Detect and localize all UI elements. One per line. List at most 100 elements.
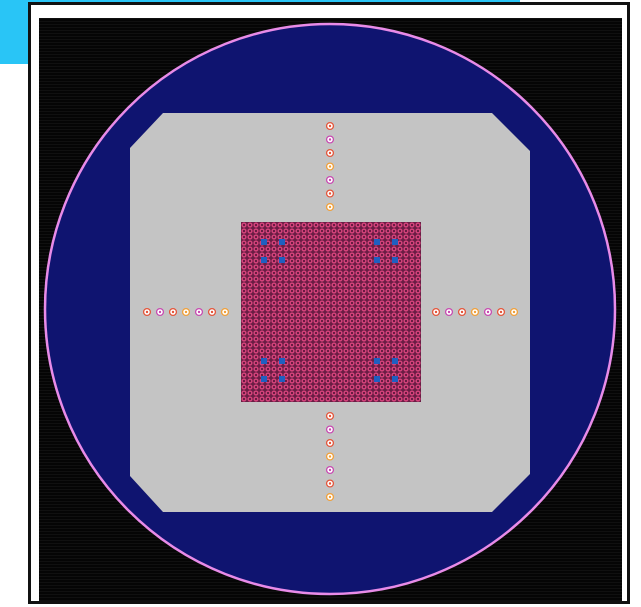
bump-core xyxy=(249,326,251,328)
corner-pad xyxy=(392,376,398,382)
bump-core xyxy=(411,230,413,232)
bump-core xyxy=(327,248,329,250)
bump-core xyxy=(345,224,347,226)
bump-core xyxy=(309,230,311,232)
bump-core xyxy=(387,260,389,262)
corner-pad xyxy=(279,239,285,245)
bump-core xyxy=(297,254,299,256)
bump-core xyxy=(345,296,347,298)
bump-core xyxy=(351,290,353,292)
bump-core xyxy=(417,320,419,322)
bump-core xyxy=(399,254,401,256)
bump-core xyxy=(339,362,341,364)
bump-core xyxy=(363,338,365,340)
bump-core xyxy=(279,332,281,334)
bump-core xyxy=(291,386,293,388)
bump-core xyxy=(303,356,305,358)
bump-core xyxy=(339,296,341,298)
bump-core xyxy=(405,332,407,334)
bump-core xyxy=(393,350,395,352)
bump-core xyxy=(291,344,293,346)
bump-core xyxy=(285,344,287,346)
bump-core xyxy=(321,320,323,322)
bump-core xyxy=(363,248,365,250)
bump-core xyxy=(381,350,383,352)
bump-core xyxy=(399,362,401,364)
bump-core xyxy=(297,272,299,274)
bump-core xyxy=(267,368,269,370)
bump-core xyxy=(369,248,371,250)
bump-core xyxy=(273,344,275,346)
bump-core xyxy=(315,290,317,292)
bump-core xyxy=(321,224,323,226)
bump-core xyxy=(405,272,407,274)
bump-core xyxy=(321,284,323,286)
bump-core xyxy=(369,356,371,358)
bump-core xyxy=(405,392,407,394)
bump-core xyxy=(351,338,353,340)
bump-core xyxy=(249,362,251,364)
bump-core xyxy=(297,350,299,352)
bump-core xyxy=(285,242,287,244)
bump-core xyxy=(357,224,359,226)
bump-core xyxy=(351,398,353,400)
bump-core xyxy=(417,362,419,364)
bump-core xyxy=(393,290,395,292)
bump-core xyxy=(321,380,323,382)
bump-core xyxy=(249,392,251,394)
bump-core xyxy=(267,224,269,226)
bump-core xyxy=(249,224,251,226)
bump-core xyxy=(297,308,299,310)
bump-core xyxy=(315,398,317,400)
bump-core xyxy=(363,314,365,316)
bump-core xyxy=(273,350,275,352)
bump-core xyxy=(387,344,389,346)
bump-core xyxy=(279,374,281,376)
bump-core xyxy=(363,374,365,376)
bump-core xyxy=(345,314,347,316)
bump-core xyxy=(273,308,275,310)
bump-core xyxy=(405,314,407,316)
bump-core xyxy=(339,320,341,322)
bump-core xyxy=(273,356,275,358)
bump-core xyxy=(339,302,341,304)
bump-core xyxy=(357,326,359,328)
bump-core xyxy=(297,338,299,340)
bump-core xyxy=(273,302,275,304)
bump-core xyxy=(255,296,257,298)
bump-core xyxy=(381,308,383,310)
bump-core xyxy=(315,254,317,256)
bump-core xyxy=(309,356,311,358)
bump-core xyxy=(381,260,383,262)
bump-core xyxy=(303,338,305,340)
bump-core xyxy=(369,290,371,292)
bump-core xyxy=(291,362,293,364)
bump-core xyxy=(267,272,269,274)
bump-core xyxy=(303,284,305,286)
bump-core xyxy=(243,392,245,394)
bump-core xyxy=(309,320,311,322)
bump-core xyxy=(333,236,335,238)
bump-core xyxy=(363,386,365,388)
bump-core xyxy=(417,332,419,334)
marker-dot xyxy=(158,310,162,314)
bump-core xyxy=(303,272,305,274)
bump-core xyxy=(267,236,269,238)
bump-core xyxy=(243,224,245,226)
bump-core xyxy=(255,344,257,346)
bump-core xyxy=(243,314,245,316)
bump-core xyxy=(369,392,371,394)
bump-core xyxy=(249,284,251,286)
marker-dot xyxy=(447,310,451,314)
bump-core xyxy=(261,296,263,298)
bump-core xyxy=(285,230,287,232)
marker-dot xyxy=(223,310,227,314)
bump-core xyxy=(369,362,371,364)
bump-core xyxy=(309,386,311,388)
bump-core xyxy=(387,314,389,316)
bump-core xyxy=(357,386,359,388)
bump-core xyxy=(411,368,413,370)
bump-core xyxy=(321,308,323,310)
bump-core xyxy=(279,284,281,286)
bump-core xyxy=(291,284,293,286)
